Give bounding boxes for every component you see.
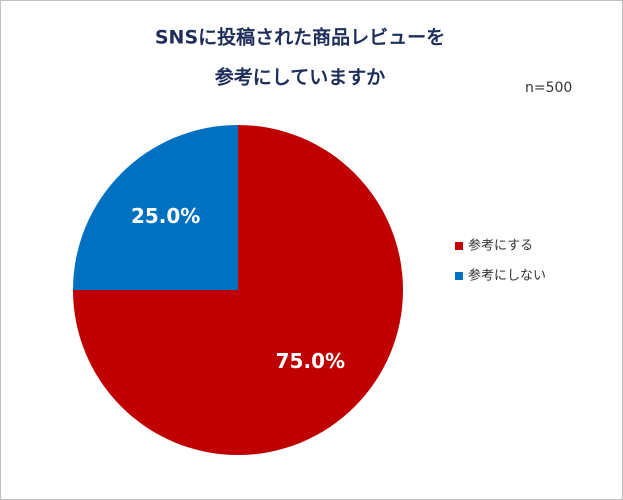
chart-title: SNSに投稿された商品レビューを xyxy=(155,26,445,49)
value-label: 75.0% xyxy=(276,349,345,373)
pie-slice xyxy=(73,125,238,290)
legend-swatch xyxy=(455,242,463,250)
annotation: n=500 xyxy=(525,80,572,96)
chart-title: 参考にしていますか xyxy=(215,66,385,89)
legend-swatch xyxy=(455,272,463,280)
legend-label: 参考にしない xyxy=(468,268,546,284)
legend-label: 参考にする xyxy=(468,238,533,254)
value-label: 25.0% xyxy=(131,204,200,228)
